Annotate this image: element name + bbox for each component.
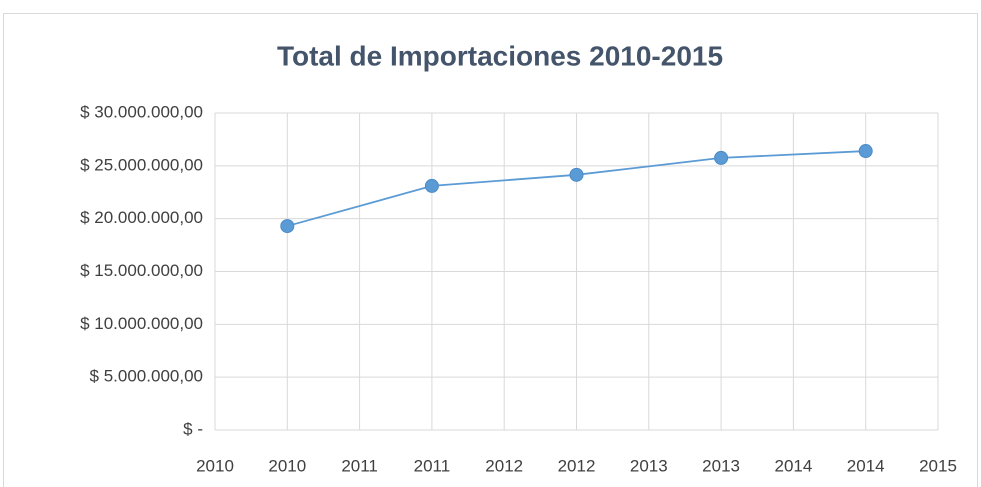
x-tick-label: 2015 (919, 456, 957, 475)
y-tick-label: $ 20.000.000,00 (80, 208, 203, 227)
y-tick-label: $ 30.000.000,00 (80, 102, 203, 121)
data-point (280, 219, 295, 234)
x-tick-label: 2014 (774, 456, 812, 475)
x-tick-label: 2014 (847, 456, 885, 475)
x-tick-label: 2012 (558, 456, 596, 475)
chart-title: Total de Importaciones 2010-2015 (277, 40, 723, 71)
data-point (858, 144, 873, 159)
y-tick-label: $ 5.000.000,00 (90, 367, 203, 386)
x-tick-label: 2010 (196, 456, 234, 475)
x-tick-label: 2013 (630, 456, 668, 475)
data-point (424, 178, 439, 193)
x-tick-label: 2013 (702, 456, 740, 475)
x-tick-label: 2011 (341, 456, 378, 475)
chart-border (3, 13, 978, 487)
x-tick-label: 2010 (268, 456, 306, 475)
y-tick-label: $ 10.000.000,00 (80, 314, 203, 333)
y-tick-label: $ 15.000.000,00 (80, 261, 203, 280)
y-tick-label: $ 25.000.000,00 (80, 155, 203, 174)
y-tick-label: $ - (183, 419, 203, 438)
x-tick-label: 2012 (485, 456, 523, 475)
data-point (714, 150, 729, 165)
x-tick-label: 2011 (414, 456, 451, 475)
data-point (569, 167, 584, 182)
